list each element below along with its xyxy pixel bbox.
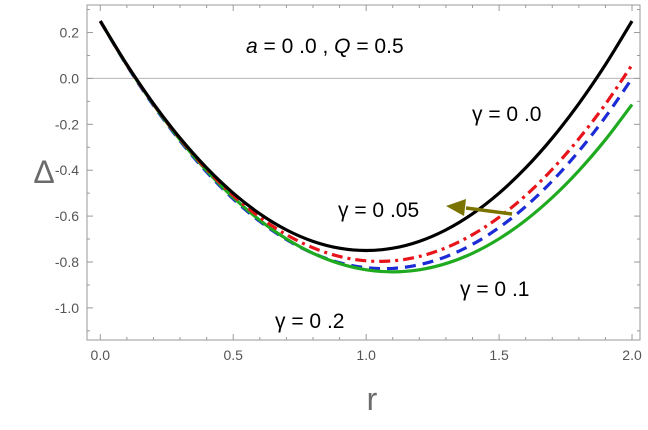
y-tick-label: 0.2 (60, 25, 80, 41)
axis-ticks: 0.0 0.5 1.0 1.5 2.0 0.2 0.0 -0.2 -0.4 -0.6 -0.8 -1.… (55, 5, 642, 363)
x-tick-label: 1.0 (356, 347, 376, 363)
y-tick-label: -1.0 (55, 300, 79, 316)
y-tick-label: -0.6 (55, 208, 79, 224)
plot-frame (86, 4, 641, 341)
x-tick-label: 1.5 (489, 347, 509, 363)
y-axis-label: Δ (33, 154, 54, 190)
x-tick-label: 0.0 (91, 347, 111, 363)
series-lines (98, 20, 634, 274)
y-tick-label: 0.0 (60, 70, 80, 86)
y-tick-label: -0.8 (55, 254, 79, 270)
x-axis-label: r (367, 381, 378, 417)
series-label-gamma-0-0: γ = 0 .0 (472, 103, 541, 126)
series-label-gamma-0-2: γ = 0 .2 (275, 310, 344, 333)
series-label-gamma-0-1: γ = 0 .1 (460, 278, 529, 301)
annotations: a = 0 .0 , Q = 0.5 γ = 0 .0 γ = 0 .05 γ … (246, 35, 541, 333)
x-tick-label: 2.0 (622, 347, 642, 363)
series-line-2 (98, 20, 634, 274)
label-arrow (446, 199, 513, 216)
parameter-annotation: a = 0 .0 , Q = 0.5 (246, 35, 404, 58)
arrow-head (446, 199, 466, 216)
x-tick-label: 0.5 (223, 347, 243, 363)
plot-border (86, 4, 641, 341)
series-line-0 (98, 20, 634, 253)
series-label-gamma-0-05: γ = 0 .05 (338, 199, 419, 222)
y-tick-label: -0.2 (55, 116, 79, 132)
series-line-3 (98, 20, 634, 271)
y-tick-label: -0.4 (55, 162, 79, 178)
arrow-shaft (465, 206, 513, 216)
